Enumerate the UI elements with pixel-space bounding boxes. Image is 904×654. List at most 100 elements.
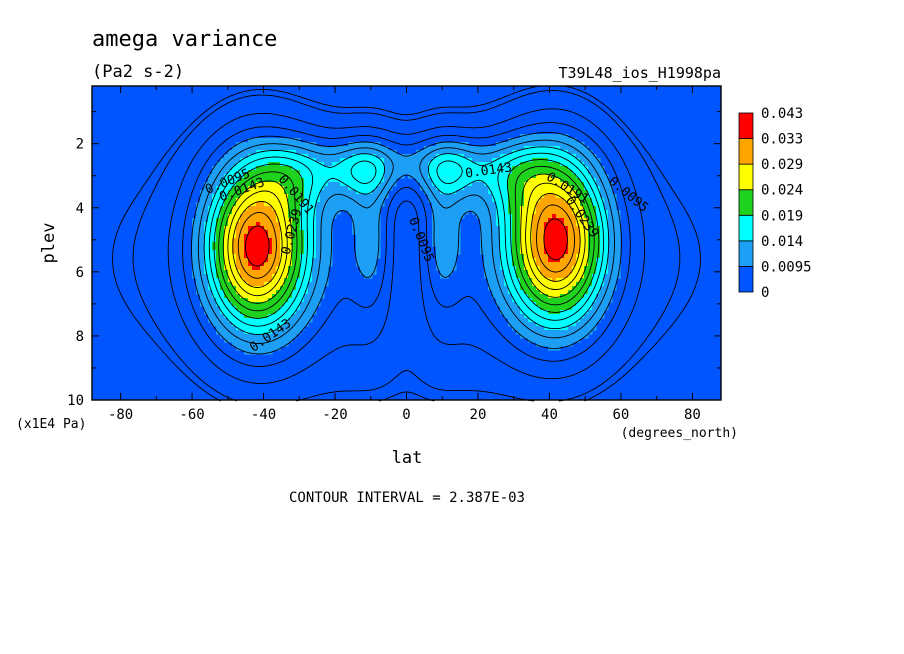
contour-fill-cell bbox=[288, 286, 293, 291]
contour-fill-cell bbox=[264, 338, 269, 343]
contour-fill-cell bbox=[584, 178, 589, 183]
contour-fill-cell bbox=[564, 158, 569, 163]
contour-fill-cell bbox=[244, 150, 249, 155]
contour-fill-cell bbox=[252, 178, 257, 183]
contour-fill-cell bbox=[288, 162, 293, 167]
contour-fill-cell bbox=[540, 258, 545, 263]
contour-fill-cell bbox=[368, 258, 373, 263]
contour-fill-cell bbox=[596, 302, 601, 307]
contour-fill-cell bbox=[372, 158, 377, 163]
contour-fill-cell bbox=[200, 230, 205, 235]
contour-fill-cell bbox=[516, 146, 521, 151]
contour-fill-cell bbox=[516, 218, 521, 223]
contour-fill-cell bbox=[568, 178, 573, 183]
contour-fill-cell bbox=[324, 214, 329, 219]
contour-fill-cell bbox=[604, 298, 609, 303]
contour-fill-cell bbox=[220, 250, 225, 255]
contour-fill-cell bbox=[444, 222, 449, 227]
contour-fill-cell bbox=[380, 174, 385, 179]
x-tick-label: 40 bbox=[541, 407, 558, 423]
contour-fill-cell bbox=[316, 202, 321, 207]
contour-fill-cell bbox=[276, 190, 281, 195]
contour-fill-cell bbox=[460, 202, 465, 207]
contour-fill-cell bbox=[304, 322, 309, 327]
contour-fill-cell bbox=[340, 174, 345, 179]
contour-fill-cell bbox=[212, 182, 217, 187]
contour-fill-cell bbox=[352, 158, 357, 163]
contour-fill-cell bbox=[320, 270, 325, 275]
contour-fill-cell bbox=[452, 226, 457, 231]
contour-fill-cell bbox=[240, 230, 245, 235]
contour-fill-cell bbox=[520, 202, 525, 207]
contour-fill-cell bbox=[284, 190, 289, 195]
contour-fill-cell bbox=[428, 182, 433, 187]
contour-fill-cell bbox=[520, 318, 525, 323]
contour-fill-cell bbox=[536, 194, 541, 199]
contour-fill-cell bbox=[272, 246, 277, 251]
contour-fill-cell bbox=[484, 226, 489, 231]
contour-fill-cell bbox=[572, 226, 577, 231]
contour-fill-cell bbox=[288, 290, 293, 295]
contour-fill-cell bbox=[356, 218, 361, 223]
contour-fill-cell bbox=[292, 170, 297, 175]
contour-fill-cell bbox=[564, 262, 569, 267]
contour-fill-cell bbox=[496, 302, 501, 307]
contour-fill-cell bbox=[544, 254, 549, 259]
contour-fill-cell bbox=[460, 194, 465, 199]
contour-fill-cell bbox=[484, 166, 489, 171]
contour-fill-cell bbox=[276, 178, 281, 183]
contour-fill-cell bbox=[552, 306, 557, 311]
contour-fill-cell bbox=[392, 174, 397, 179]
contour-fill-cell bbox=[296, 306, 301, 311]
contour-fill-cell bbox=[424, 190, 429, 195]
contour-fill-cell bbox=[440, 198, 445, 203]
contour-fill-cell bbox=[296, 186, 301, 191]
contour-fill-cell bbox=[204, 214, 209, 219]
contour-fill-cell bbox=[224, 270, 229, 275]
contour-fill-cell bbox=[548, 194, 553, 199]
contour-fill-cell bbox=[588, 190, 593, 195]
contour-fill-cell bbox=[452, 142, 457, 147]
contour-fill-cell bbox=[308, 270, 313, 275]
colorbar-swatch bbox=[738, 189, 754, 216]
contour-fill-cell bbox=[304, 318, 309, 323]
contour-fill-cell bbox=[436, 214, 441, 219]
contour-fill-cell bbox=[192, 250, 197, 255]
contour-fill-cell bbox=[456, 226, 461, 231]
contour-fill-cell bbox=[204, 282, 209, 287]
contour-fill-cell bbox=[356, 214, 361, 219]
contour-fill-cell bbox=[616, 266, 621, 271]
contour-fill-cell bbox=[540, 178, 545, 183]
contour-fill-cell bbox=[424, 170, 429, 175]
contour-fill-cell bbox=[516, 138, 521, 143]
contour-fill-cell bbox=[464, 154, 469, 159]
contour-fill-cell bbox=[340, 178, 345, 183]
contour-fill-cell bbox=[208, 250, 213, 255]
contour-fill-cell bbox=[576, 274, 581, 279]
contour-fill-cell bbox=[248, 294, 253, 299]
contour-fill-cell bbox=[512, 278, 517, 283]
contour-fill-cell bbox=[200, 206, 205, 211]
contour-fill-cell bbox=[244, 190, 249, 195]
contour-fill-cell bbox=[536, 306, 541, 311]
contour-fill-cell bbox=[588, 178, 593, 183]
contour-fill-cell bbox=[228, 170, 233, 175]
contour-fill-cell bbox=[328, 190, 333, 195]
contour-fill-cell bbox=[328, 214, 333, 219]
contour-fill-cell bbox=[384, 146, 389, 151]
contour-fill-cell bbox=[372, 194, 377, 199]
contour-fill-cell bbox=[564, 342, 569, 347]
contour-fill-cell bbox=[224, 190, 229, 195]
contour-fill-cell bbox=[536, 170, 541, 175]
contour-fill-cell bbox=[580, 270, 585, 275]
contour-fill-cell bbox=[232, 210, 237, 215]
contour-fill-cell bbox=[560, 214, 565, 219]
contour-fill-cell bbox=[244, 346, 249, 351]
contour-fill-cell bbox=[572, 270, 577, 275]
contour-fill-cell bbox=[504, 314, 509, 319]
contour-fill-cell bbox=[500, 270, 505, 275]
contour-fill-cell bbox=[304, 202, 309, 207]
contour-fill-cell bbox=[460, 162, 465, 167]
contour-fill-cell bbox=[228, 194, 233, 199]
contour-fill-cell bbox=[240, 150, 245, 155]
